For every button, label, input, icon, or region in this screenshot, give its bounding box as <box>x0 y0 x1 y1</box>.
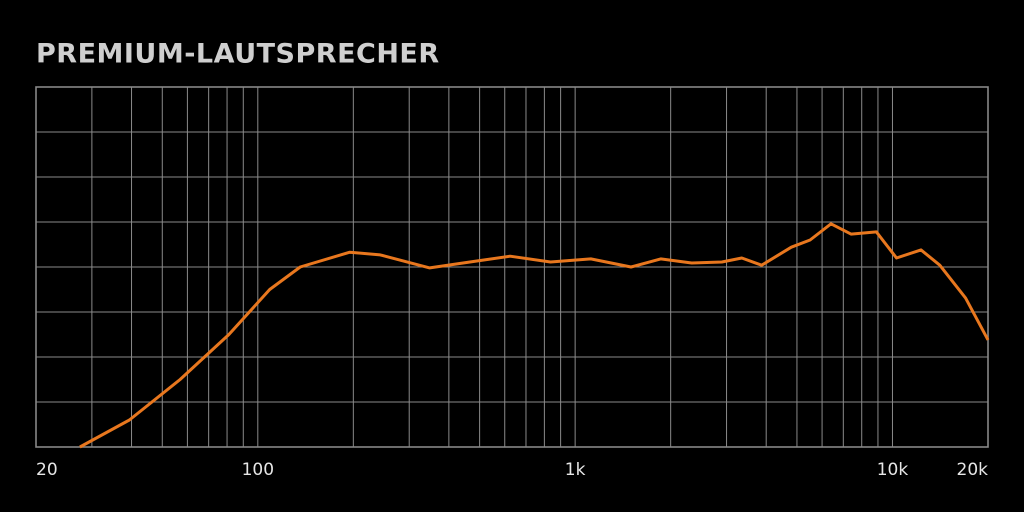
x-tick-label: 20 <box>36 460 58 480</box>
x-tick-label: 1k <box>565 460 586 480</box>
x-tick-label: 20k <box>957 460 989 480</box>
x-tick-label: 10k <box>877 460 909 480</box>
response-line <box>79 222 990 449</box>
chart-title: PREMIUM-LAUTSPRECHER <box>36 39 440 70</box>
x-tick-label: 100 <box>242 460 274 480</box>
